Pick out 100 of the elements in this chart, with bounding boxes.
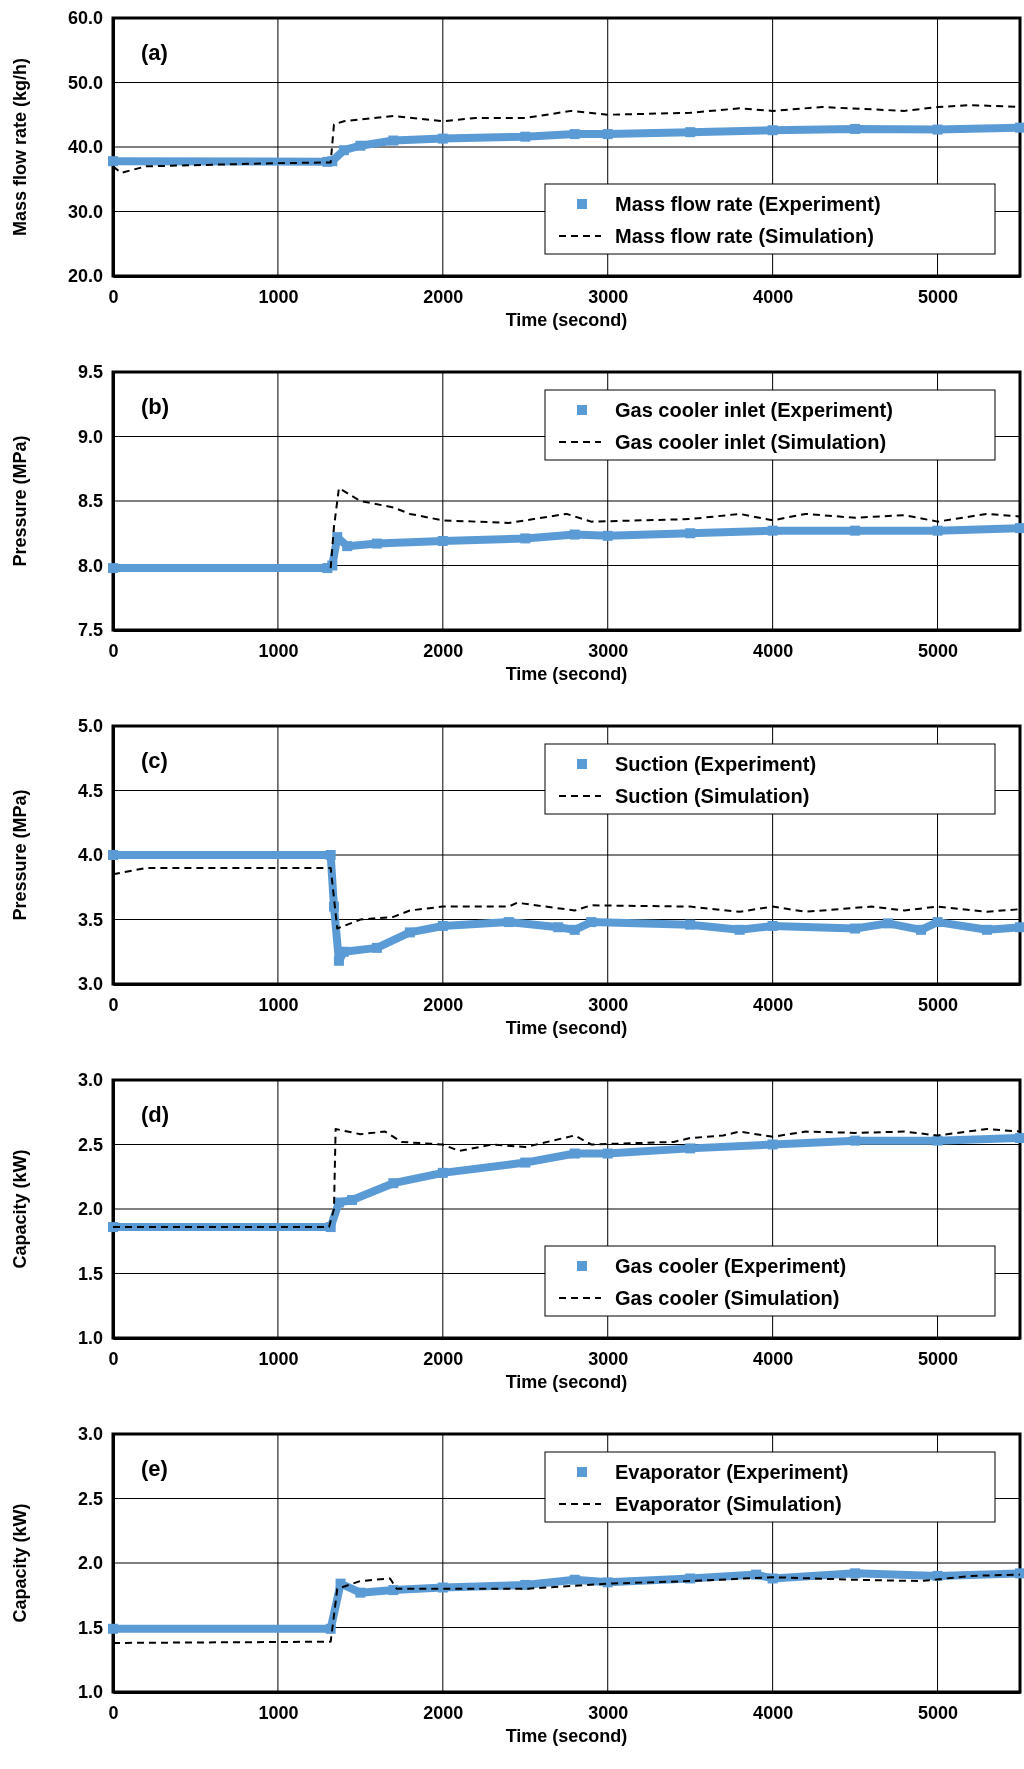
y-tick-label: 5.0 (77, 716, 103, 737)
point (333, 955, 344, 966)
point (347, 1194, 358, 1205)
y-axis-title: Capacity (kW) (10, 1149, 30, 1269)
x-tick-label: 1000 (258, 994, 299, 1015)
legend-label: Suction (Simulation) (615, 785, 810, 807)
point (1015, 922, 1024, 933)
point (437, 1582, 448, 1593)
point (388, 1178, 399, 1189)
point (355, 1587, 366, 1598)
y-tick-label: 2.5 (77, 1134, 103, 1155)
y-tick-label: 40.0 (67, 137, 103, 158)
x-tick-label: 0 (108, 994, 119, 1015)
point (108, 156, 118, 167)
y-tick-label: 8.0 (77, 555, 103, 576)
x-axis-title: Time (second) (505, 1018, 628, 1038)
x-tick-label: 0 (108, 286, 119, 307)
y-tick-label: 9.0 (77, 426, 103, 447)
y-tick-label: 1.0 (77, 1328, 103, 1349)
x-tick-label: 1000 (258, 286, 299, 307)
x-tick-label: 0 (108, 1702, 119, 1723)
legend-label: Evaporator (Experiment) (615, 1461, 849, 1483)
point (108, 1222, 118, 1233)
annotation: (e) (141, 1456, 168, 1481)
point (108, 563, 118, 574)
legend-label: Gas cooler (Experiment) (615, 1255, 847, 1277)
annotation: (c) (141, 748, 168, 773)
point (404, 927, 415, 938)
y-tick-label: 1.5 (77, 1263, 103, 1284)
point (338, 145, 349, 156)
y-axis-title: Mass flow rate (kg/h) (10, 57, 30, 237)
point (108, 1623, 118, 1634)
x-tick-label: 3000 (588, 1348, 629, 1369)
point (108, 850, 118, 860)
x-tick-label: 2000 (423, 994, 464, 1015)
y-tick-label: 20.0 (67, 266, 103, 287)
point (602, 1577, 613, 1588)
point (1015, 1133, 1024, 1144)
x-axis-title: Time (second) (505, 1372, 628, 1392)
x-tick-label: 0 (108, 1348, 119, 1369)
y-axis-title: Pressure (MPa) (10, 435, 30, 567)
point (333, 1197, 344, 1208)
y-tick-label: 3.0 (77, 1070, 103, 1091)
legend-label: Gas cooler inlet (Experiment) (615, 399, 893, 421)
y-tick-label: 3.5 (77, 909, 103, 930)
y-axis-title: Pressure (MPa) (10, 789, 30, 921)
y-tick-label: 8.5 (77, 491, 103, 512)
y-tick-label: 3.0 (77, 974, 103, 995)
x-axis-title: Time (second) (505, 310, 628, 330)
point (916, 924, 927, 935)
x-tick-label: 4000 (753, 640, 794, 661)
x-tick-label: 3000 (588, 1702, 629, 1723)
point (932, 917, 943, 928)
y-tick-label: 4.5 (77, 780, 103, 801)
legend-label: Mass flow rate (Experiment) (615, 193, 881, 215)
y-tick-label: 7.5 (77, 620, 103, 641)
y-tick-label: 2.5 (77, 1488, 103, 1509)
y-tick-label: 50.0 (67, 72, 103, 93)
x-tick-label: 5000 (918, 640, 959, 661)
x-tick-label: 5000 (918, 994, 959, 1015)
point (388, 1585, 399, 1596)
x-tick-label: 5000 (918, 286, 959, 307)
y-tick-label: 4.0 (77, 845, 103, 866)
annotation: (a) (141, 40, 168, 65)
x-tick-label: 4000 (753, 286, 794, 307)
y-tick-label: 60.0 (67, 8, 103, 29)
point (586, 917, 597, 928)
legend-label: Gas cooler (Simulation) (615, 1287, 840, 1309)
legend-label: Mass flow rate (Simulation) (615, 225, 874, 247)
x-tick-label: 4000 (753, 994, 794, 1015)
x-tick-label: 4000 (753, 1702, 794, 1723)
x-tick-label: 3000 (588, 286, 629, 307)
point (1015, 122, 1024, 133)
x-tick-label: 3000 (588, 640, 629, 661)
y-tick-label: 1.0 (77, 1682, 103, 1703)
x-tick-label: 1000 (258, 1702, 299, 1723)
y-tick-label: 3.0 (77, 1424, 103, 1445)
legend-label: Suction (Experiment) (615, 753, 817, 775)
x-axis-title: Time (second) (505, 1726, 628, 1746)
point (371, 942, 382, 953)
point (1015, 523, 1024, 534)
x-tick-label: 2000 (423, 1348, 464, 1369)
x-tick-label: 2000 (423, 640, 464, 661)
y-tick-label: 2.0 (77, 1199, 103, 1220)
legend-label: Evaporator (Simulation) (615, 1493, 842, 1515)
y-axis-title: Capacity (kW) (10, 1503, 30, 1623)
point (335, 1578, 346, 1589)
x-tick-label: 2000 (423, 286, 464, 307)
x-tick-label: 5000 (918, 1702, 959, 1723)
point (685, 1573, 696, 1584)
x-tick-label: 1000 (258, 640, 299, 661)
x-tick-label: 3000 (588, 994, 629, 1015)
x-tick-label: 5000 (918, 1348, 959, 1369)
point (342, 541, 353, 552)
annotation: (d) (141, 1102, 170, 1127)
x-tick-label: 0 (108, 640, 119, 661)
x-tick-label: 1000 (258, 1348, 299, 1369)
legend-label: Gas cooler inlet (Simulation) (615, 431, 887, 453)
x-tick-label: 2000 (423, 1702, 464, 1723)
x-tick-label: 4000 (753, 1348, 794, 1369)
